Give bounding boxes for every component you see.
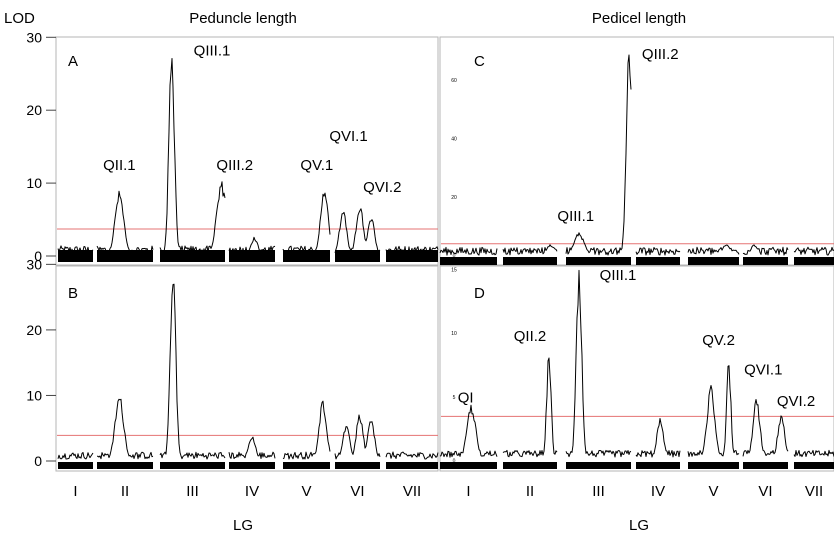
lod-curve — [439, 269, 834, 458]
panel-title: Pedicel length — [592, 10, 686, 27]
x-tick-label: I — [466, 483, 470, 500]
x-tick-label: VI — [758, 483, 772, 500]
linkage-group-bar — [794, 462, 834, 469]
linkage-group-bar — [283, 250, 330, 262]
linkage-group-bar — [283, 462, 330, 469]
linkage-group-bar — [688, 257, 739, 265]
lod-curve — [439, 54, 834, 256]
y-tick-label: 0 — [453, 459, 456, 465]
y-axis-label: LOD — [4, 10, 35, 27]
x-axis-label: LG — [233, 517, 253, 534]
panel-letter: D — [474, 285, 485, 302]
y-tick-label: 20 — [26, 322, 42, 338]
x-tick-label: IV — [245, 483, 259, 500]
linkage-group-bar — [743, 462, 788, 469]
linkage-group-bar — [160, 462, 225, 469]
linkage-group-bar — [503, 257, 557, 265]
y-tick-label: 5 — [453, 395, 456, 401]
qtl-label: QII.2 — [514, 328, 547, 345]
y-tick-label: 20 — [451, 195, 457, 201]
qtl-label: QVI.1 — [744, 361, 782, 378]
y-tick-label: 40 — [451, 137, 457, 143]
y-tick-label: 0 — [34, 248, 42, 264]
panel-letter: B — [68, 285, 78, 302]
y-tick-label: 60 — [451, 78, 457, 84]
linkage-group-bar — [440, 257, 497, 265]
y-tick-label: 30 — [26, 256, 42, 272]
linkage-group-bar — [335, 250, 380, 262]
qtl-label: QIII.1 — [194, 43, 231, 60]
qtl-label: QIII.2 — [642, 46, 679, 63]
linkage-group-bar — [335, 462, 380, 469]
qtl-label: QVI.2 — [777, 393, 815, 410]
y-tick-label: 10 — [26, 175, 42, 191]
linkage-group-bar — [794, 257, 834, 265]
x-tick-label: VI — [350, 483, 364, 500]
x-axis-label: LG — [629, 517, 649, 534]
y-tick-label: 0 — [453, 254, 456, 260]
lod-curve — [57, 58, 439, 255]
linkage-group-bar — [566, 462, 631, 469]
qtl-label: QIII.2 — [216, 157, 253, 174]
linkage-group-bar — [440, 462, 497, 469]
qtl-label: QII.1 — [103, 157, 136, 174]
x-tick-label: V — [708, 483, 718, 500]
linkage-group-bar — [229, 462, 275, 469]
panel-frame — [55, 36, 439, 266]
y-tick-label: 10 — [26, 387, 42, 403]
qtl-label: QVI.2 — [363, 179, 401, 196]
x-tick-label: I — [73, 483, 77, 500]
linkage-group-bar — [58, 462, 93, 469]
panel-letter: A — [68, 53, 78, 70]
x-tick-label: III — [592, 483, 605, 500]
linkage-group-bar — [229, 250, 275, 262]
linkage-group-bar — [566, 257, 631, 265]
y-tick-label: 10 — [451, 331, 457, 337]
linkage-group-bar — [503, 462, 557, 469]
linkage-group-bar — [743, 257, 788, 265]
linkage-group-bar — [636, 462, 680, 469]
panel-frame — [439, 36, 834, 266]
y-tick-label: 15 — [451, 267, 457, 273]
x-tick-label: V — [301, 483, 311, 500]
x-tick-label: III — [186, 483, 199, 500]
qtl-label: QV.1 — [300, 157, 333, 174]
y-tick-label: 20 — [26, 102, 42, 118]
lod-curve — [57, 283, 439, 460]
qtl-label: QVI.1 — [329, 128, 367, 145]
panel-letter: C — [474, 53, 485, 70]
y-tick-label: 30 — [26, 29, 42, 45]
x-tick-label: II — [526, 483, 534, 500]
panel-frame — [55, 265, 439, 472]
y-tick-label: 0 — [34, 453, 42, 469]
linkage-group-bar — [97, 250, 153, 262]
linkage-group-bar — [58, 250, 93, 262]
x-tick-label: IV — [651, 483, 665, 500]
qtl-label: QIII.1 — [557, 208, 594, 225]
qtl-label: QIII.1 — [600, 267, 637, 284]
x-tick-label: II — [121, 483, 129, 500]
linkage-group-bar — [386, 250, 438, 262]
x-tick-label: VII — [403, 483, 421, 500]
linkage-group-bar — [688, 462, 739, 469]
linkage-group-bar — [636, 257, 680, 265]
x-tick-label: VII — [805, 483, 823, 500]
qtl-label: QV.2 — [702, 332, 735, 349]
linkage-group-bar — [160, 250, 225, 262]
linkage-group-bar — [97, 462, 153, 469]
linkage-group-bar — [386, 462, 438, 469]
panel-title: Peduncle length — [189, 10, 297, 27]
qtl-label: QI — [458, 389, 474, 406]
panel-frame — [439, 265, 834, 472]
